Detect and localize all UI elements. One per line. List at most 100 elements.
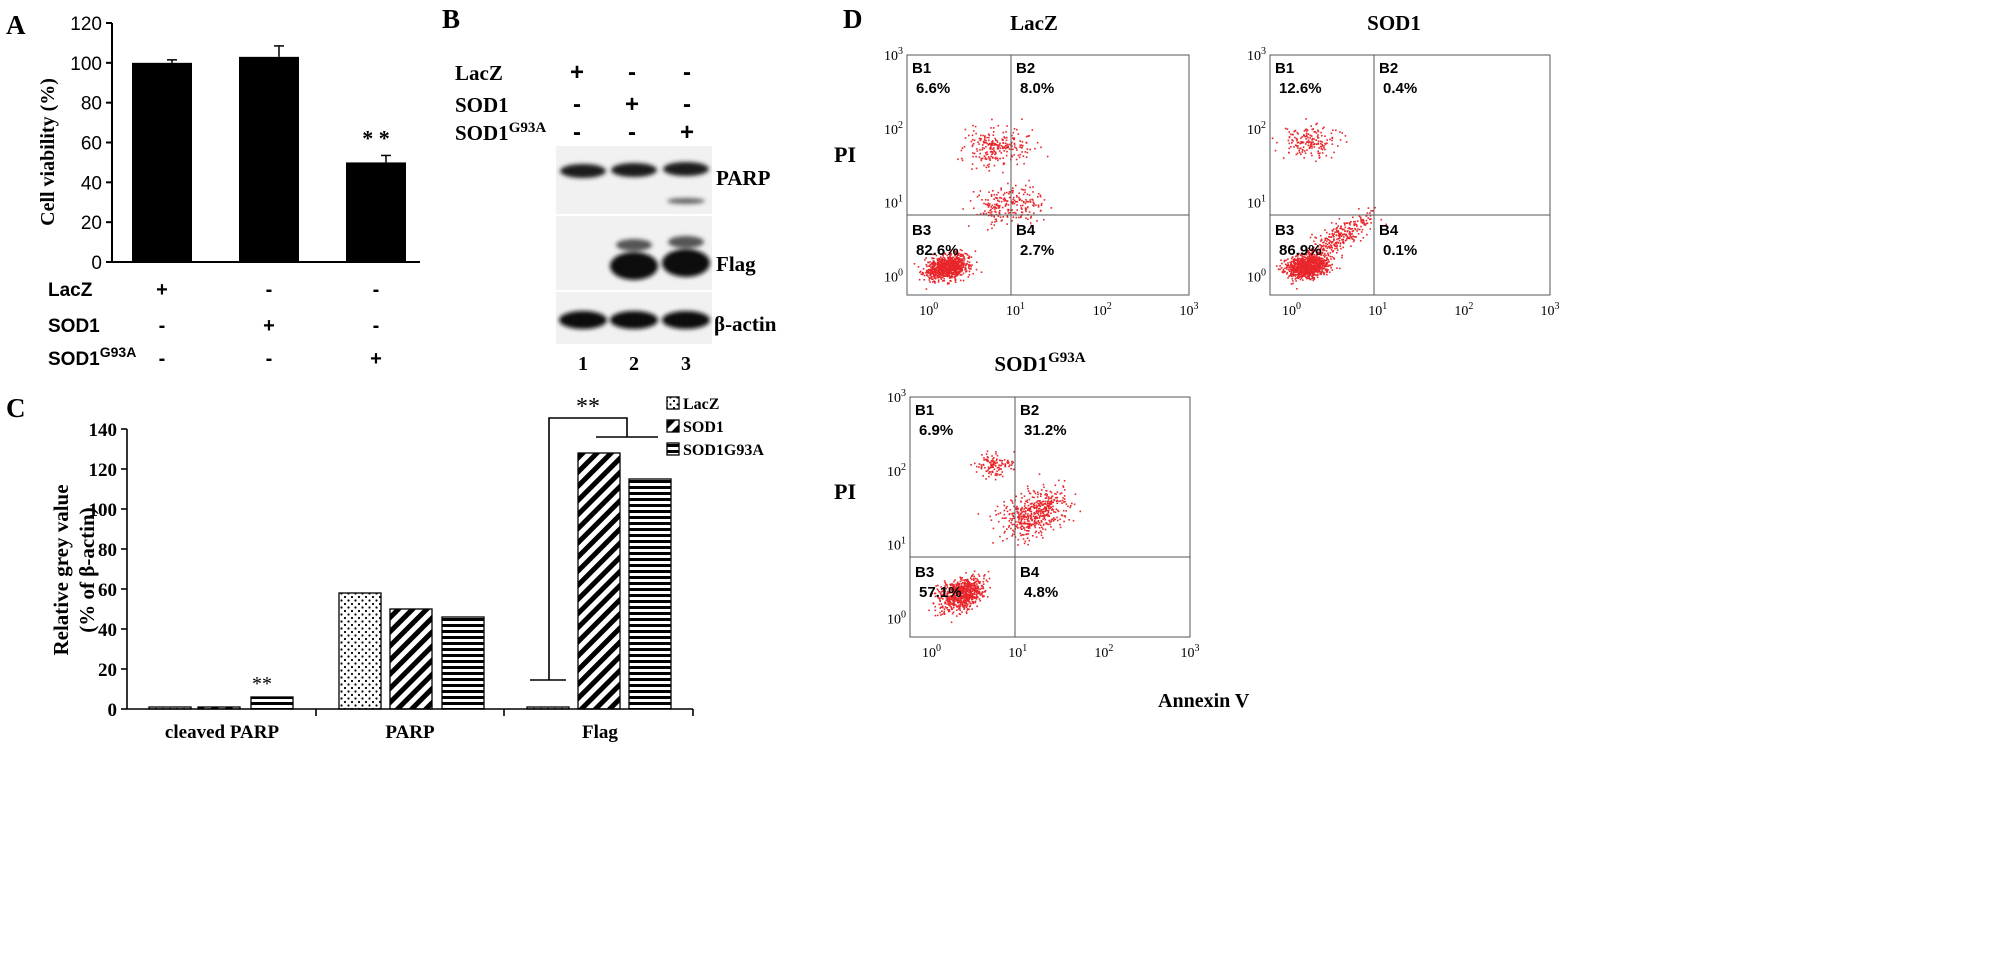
panel-d-letter: D [843, 4, 863, 34]
flow-x-tick-label: 101 [1008, 643, 1027, 661]
band-parp-lane2 [611, 163, 657, 177]
panel-a-bars [132, 45, 406, 263]
flow-frame [1269, 54, 1551, 296]
y-tick-label: 60 [81, 134, 102, 155]
quadrant-name-b2: B2 [1020, 402, 1039, 419]
flow-x-tick-label: 100 [1282, 301, 1301, 319]
y-tick-label: 0 [108, 700, 118, 721]
bar-parp-sod1 [389, 608, 433, 710]
flow-y-tick-label: 100 [1247, 268, 1266, 286]
flow-x-tick-label: 101 [1368, 301, 1387, 319]
blot-condition-mark: + [680, 119, 694, 146]
quadrant-value-b3: 82.6% [916, 242, 959, 259]
blot-condition-mark: + [625, 91, 639, 118]
condition-label-sod1: SOD1 [48, 316, 100, 337]
band-actin-lane3 [662, 311, 710, 329]
quadrant-name-b4: B4 [1020, 564, 1040, 581]
flow-y-tick-label: 102 [1247, 120, 1266, 138]
panel-c-ylabel-line1: Relative grey value [49, 484, 73, 655]
panel-c-legend: LacZ SOD1 SOD1G93A [666, 396, 764, 459]
bar-flag-sod1 [577, 452, 621, 710]
panel-c: C Relative grey value (% of β-actin) 0 20… [6, 393, 764, 743]
legend-label-lacz: LacZ [683, 396, 719, 413]
flow-plot-sod1-g93a: SOD1G93A 100 100 101 101 102 102 103 103 B1 6.9% B2… [887, 350, 1200, 661]
quadrant-name-b3: B3 [912, 222, 931, 239]
blot-label-parp: PARP [716, 166, 771, 190]
flow-x-tick-label: 103 [1541, 301, 1560, 319]
quadrant-name-b3: B3 [1275, 222, 1294, 239]
flow-ylabel-pi-top: PI [834, 142, 856, 167]
condition-label-sod1g93a: SOD1G93A [48, 344, 136, 370]
panel-a-condition-table: LacZ + - - SOD1 - + - SOD1G93A - - + [48, 279, 382, 370]
panel-c-bracket [530, 417, 658, 681]
bar-sod1 [239, 56, 299, 262]
y-tick-label: 120 [89, 460, 118, 481]
quadrant-value-b2: 0.4% [1383, 80, 1417, 97]
panel-c-sig-flag: ** [576, 394, 600, 420]
quadrant-value-b2: 8.0% [1020, 80, 1054, 97]
band-actin-lane2 [610, 311, 658, 329]
flow-y-tick-label: 102 [884, 120, 903, 138]
panel-c-sig-cleaved-parp: ** [252, 673, 272, 695]
flow-axes: 100 100 101 101 102 102 103 103 [887, 388, 1200, 661]
flow-x-tick-label: 101 [1006, 301, 1025, 319]
flow-y-tick-label: 102 [887, 462, 906, 480]
condition-label-lacz: LacZ [48, 280, 93, 301]
blot-bands [559, 162, 710, 329]
bar-flag-sod1g93a [628, 478, 672, 710]
flow-xlabel-annexin: Annexin V [1158, 690, 1250, 712]
condition-mark: + [370, 348, 382, 370]
flow-frame [909, 396, 1191, 638]
legend-swatch-sod1g93a [666, 442, 680, 456]
x-category-flag: Flag [582, 722, 618, 743]
y-tick-label: 100 [89, 500, 118, 521]
condition-mark: - [159, 315, 166, 337]
y-tick-label: 40 [98, 620, 117, 641]
band-parp-lane1 [560, 164, 606, 178]
flow-x-tick-label: 102 [1454, 301, 1473, 319]
x-category-cleaved-parp: cleaved PARP [165, 722, 280, 743]
bar-parp-sod1g93a [441, 616, 485, 710]
panel-a-letter: A [6, 10, 26, 40]
flow-axes: 100 100 101 101 102 102 103 103 [884, 46, 1199, 319]
band-flag-smear-lane2 [616, 239, 652, 251]
condition-mark: - [159, 348, 166, 370]
flow-y-tick-label: 101 [1247, 194, 1266, 212]
blot-label-actin: β-actin [714, 312, 777, 336]
blot-condition-mark: + [570, 59, 584, 86]
quadrant-value-b1: 6.9% [919, 422, 953, 439]
blot-lane-2: 2 [629, 353, 639, 375]
flow-events [1271, 118, 1387, 290]
blot-condition-mark: - [628, 59, 636, 86]
flow-axes: 100 100 101 101 102 102 103 103 [1247, 46, 1560, 319]
flow-frame [906, 54, 1190, 296]
quadrant-value-b3: 86.9% [1279, 242, 1322, 259]
y-tick-label: 140 [89, 420, 118, 441]
band-cleaved-parp-lane3 [667, 198, 705, 204]
bar-cleaved-parp-sod1g93a [250, 696, 294, 710]
panel-c-bars [148, 452, 672, 710]
quadrant-value-b4: 0.1% [1383, 242, 1417, 259]
panel-b: B LacZ + - -SOD1- + -SOD1G93A - - + PARP Flag β-… [442, 4, 777, 375]
quadrant-name-b2: B2 [1379, 60, 1398, 77]
quadrant-name-b3: B3 [915, 564, 934, 581]
bar-lacz [132, 62, 192, 263]
blot-label-flag: Flag [716, 252, 756, 276]
flow-title: SOD1 [1367, 11, 1421, 35]
band-actin-lane1 [559, 311, 607, 329]
blot-lane-1: 1 [578, 353, 588, 375]
flow-x-tick-label: 102 [1094, 643, 1113, 661]
bar-sod1g93a [346, 162, 406, 262]
flow-x-tick-label: 100 [922, 643, 941, 661]
legend-swatch-sod1 [666, 419, 680, 433]
flow-quadrants: B1 6.9% B2 31.2% B3 57.1% B4 4.8% [915, 402, 1067, 601]
panel-d: D PI PI Annexin V LacZ 100 100 101 101 102 102… [834, 4, 1560, 712]
flow-events [928, 450, 1082, 624]
y-tick-label: 0 [91, 253, 102, 274]
y-tick-label: 60 [98, 580, 117, 601]
legend-label-sod1: SOD1 [683, 419, 724, 436]
flow-ylabel-pi-bottom: PI [834, 479, 856, 504]
flow-y-tick-label: 103 [1247, 46, 1266, 64]
legend-label-sod1g93a: SOD1G93A [683, 442, 764, 459]
